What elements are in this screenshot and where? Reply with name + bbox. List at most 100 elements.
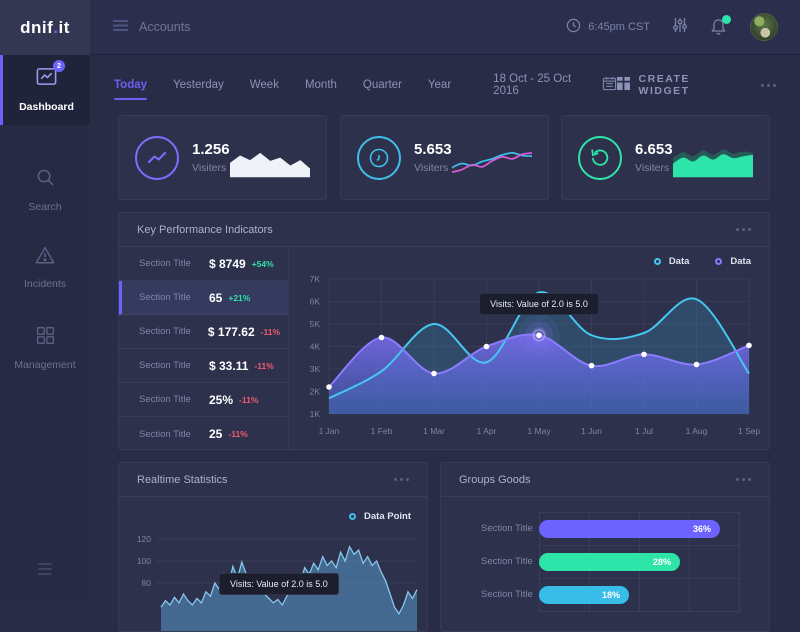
sidebar-item-management[interactable]: Management: [0, 325, 90, 371]
legend-label: Data Point: [364, 511, 411, 522]
settings-sliders-icon[interactable]: [672, 17, 688, 38]
tab-today[interactable]: Today: [114, 79, 148, 100]
warning-triangle-icon: [34, 246, 56, 269]
kpi-row[interactable]: Section Title 65 +21%: [119, 281, 288, 315]
kpi-panel-header: Key Performance Indicators: [119, 213, 769, 247]
realtime-more-menu-icon[interactable]: [394, 478, 409, 481]
tab-month[interactable]: Month: [304, 79, 337, 91]
date-range-text: 18 Oct - 25 Oct 2016: [493, 73, 572, 97]
stat-card-visitors-3[interactable]: 6.653 Visiters: [561, 115, 770, 200]
svg-text:1 Jan: 1 Jan: [319, 426, 340, 436]
kpi-row-value: $ 177.62: [207, 324, 255, 339]
groups-more-menu-icon[interactable]: [736, 478, 751, 481]
sidebar: 2 Dashboard Search Incidents Management: [0, 55, 90, 600]
realtime-panel-title: Realtime Statistics: [137, 473, 228, 486]
brand-logo[interactable]: dnif. it: [0, 0, 90, 55]
notification-badge: [722, 15, 731, 24]
bar-value: 18%: [539, 585, 629, 604]
clock-time: 6:45pm CST: [566, 18, 650, 36]
filter-more-menu-icon[interactable]: [761, 83, 776, 87]
stat-card-visitors-2[interactable]: 5.653 Visiters: [340, 115, 549, 200]
bar-value: 28%: [539, 552, 680, 571]
user-avatar[interactable]: [750, 13, 778, 41]
svg-text:1K: 1K: [310, 409, 321, 419]
legend-item-data-purple[interactable]: Data: [715, 256, 751, 267]
time-text: 6:45pm CST: [588, 21, 650, 33]
filter-bar: Today Yesterday Week Month Quarter Year …: [114, 67, 776, 103]
svg-text:3K: 3K: [310, 364, 321, 374]
tab-week[interactable]: Week: [249, 79, 279, 91]
tab-quarter[interactable]: Quarter: [362, 79, 402, 91]
svg-text:1 Sep: 1 Sep: [738, 426, 760, 436]
kpi-row-title: Section Title: [139, 360, 191, 371]
groups-panel-header: Groups Goods: [441, 463, 769, 497]
tab-yesterday[interactable]: Yesterday: [173, 79, 224, 91]
bar-track: 36%: [539, 519, 740, 538]
svg-text:1 Jul: 1 Jul: [635, 426, 653, 436]
bar-track: 18%: [539, 585, 740, 604]
kpi-row[interactable]: Section Title 25 -11%: [119, 417, 288, 451]
sidebar-item-label: Search: [28, 201, 62, 213]
stat-label: Visiters: [192, 162, 227, 174]
chart-legend: Data Data: [653, 256, 751, 267]
topbar-right: 6:45pm CST: [566, 13, 778, 41]
sparkline-area-white: [229, 152, 310, 177]
create-widget-label: CREATE WIDGET: [638, 73, 690, 97]
collapse-menu-icon[interactable]: [0, 560, 90, 578]
kpi-row-value: $ 33.11: [209, 358, 249, 373]
kpi-row-title: Section Title: [139, 292, 191, 303]
legend-ring-icon: [349, 513, 357, 520]
kpi-row-title: Section Title: [139, 394, 191, 405]
kpi-row-delta: -11%: [260, 326, 280, 337]
kpi-row[interactable]: Section Title 25% -11%: [119, 383, 288, 417]
svg-text:80: 80: [142, 578, 152, 588]
chart-tooltip: Visits: Value of 2.0 is 5.0: [219, 573, 339, 595]
stat-card-text: 5.653 Visiters: [414, 141, 452, 174]
kpi-row[interactable]: Section Title $ 33.11 -11%: [119, 349, 288, 383]
svg-text:1 May: 1 May: [527, 426, 551, 436]
notifications-bell[interactable]: [710, 15, 731, 36]
sidebar-item-search[interactable]: Search: [0, 167, 90, 213]
trend-line-icon: [135, 135, 179, 180]
refresh-icon: [578, 135, 622, 180]
bar-row: Section Title 28%: [441, 545, 769, 578]
create-widget-button[interactable]: CREATE WIDGET: [616, 73, 739, 97]
clock-icon: [566, 18, 581, 36]
kpi-chart-area: Data Data 7K 6K 5K 4K 3K 2K 1K 1 Jan 1 Feb 1 Mar 1…: [289, 247, 769, 450]
sidebar-item-label: Incidents: [23, 278, 67, 290]
stat-card-visitors-1[interactable]: 1.256 Visiters: [118, 115, 327, 200]
sidebar-item-label: Dashboard: [19, 101, 74, 113]
svg-text:100: 100: [137, 556, 151, 566]
svg-text:6K: 6K: [310, 297, 321, 307]
tab-year[interactable]: Year: [427, 79, 452, 91]
date-range-picker[interactable]: 18 Oct - 25 Oct 2016: [493, 73, 616, 97]
realtime-statistics-panel: Realtime Statistics Data Point 120 100 80 …: [118, 462, 428, 632]
kpi-body: Section Title $ 8749 +54% Section Title 65 +2…: [119, 247, 769, 450]
kpi-row-delta: +21%: [228, 292, 251, 303]
sparkline-area-green: [672, 149, 753, 177]
menu-lines-icon: [112, 19, 129, 35]
sidebar-item-dashboard[interactable]: 2 Dashboard: [0, 55, 90, 125]
accounts-menu[interactable]: Accounts: [112, 19, 190, 35]
stat-value: 6.653: [635, 141, 673, 158]
svg-text:1 Jun: 1 Jun: [581, 426, 602, 436]
kpi-row[interactable]: Section Title $ 177.62 -11%: [119, 315, 288, 349]
kpi-row-title: Section Title: [139, 258, 191, 269]
legend-item-data-point[interactable]: Data Point: [349, 511, 411, 522]
sidebar-item-incidents[interactable]: Incidents: [0, 245, 90, 290]
kpi-row-delta: -11%: [254, 360, 274, 371]
svg-text:7K: 7K: [310, 274, 321, 284]
kpi-row-value: 25: [209, 427, 223, 441]
svg-text:1 Apr: 1 Apr: [477, 426, 497, 436]
svg-text:1 Feb: 1 Feb: [371, 426, 393, 436]
kpi-line-chart: 7K 6K 5K 4K 3K 2K 1K 1 Jan 1 Feb 1 Mar 1 Apr 1 May 1…: [310, 274, 761, 436]
legend-item-data-blue[interactable]: Data: [653, 256, 690, 267]
legend-label: Data: [668, 256, 690, 267]
kpi-row-value: 65: [209, 290, 223, 305]
kpi-more-menu-icon[interactable]: [736, 228, 751, 231]
calendar-icon: [602, 76, 617, 94]
kpi-row[interactable]: Section Title $ 8749 +54%: [119, 247, 288, 281]
kpi-row-title: Section Title: [139, 326, 191, 337]
kpi-row-delta: -11%: [228, 429, 248, 439]
stat-card-text: 6.653 Visiters: [635, 141, 673, 174]
